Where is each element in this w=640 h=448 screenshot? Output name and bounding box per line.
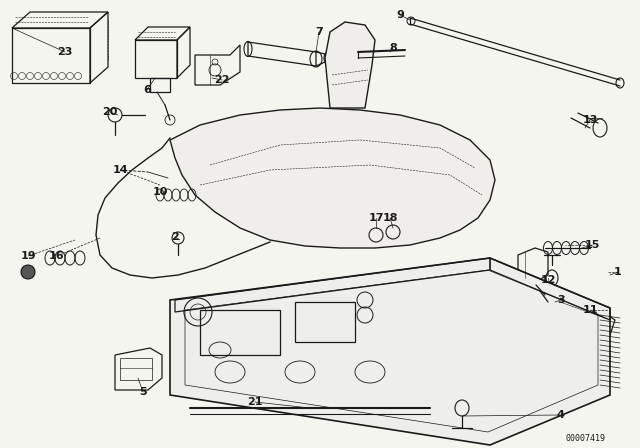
Bar — [295, 302, 355, 342]
Text: 13: 13 — [582, 115, 598, 125]
Text: 4: 4 — [556, 410, 564, 420]
Text: 15: 15 — [584, 240, 600, 250]
Text: 19: 19 — [20, 251, 36, 261]
Text: 22: 22 — [214, 75, 230, 85]
Text: 3: 3 — [557, 295, 565, 305]
Polygon shape — [325, 22, 375, 108]
Text: 14: 14 — [112, 165, 128, 175]
Circle shape — [21, 265, 35, 279]
Text: 21: 21 — [247, 397, 263, 407]
Text: 20: 20 — [102, 107, 118, 117]
Text: 12: 12 — [540, 275, 556, 285]
Text: 5: 5 — [139, 387, 147, 397]
Text: 9: 9 — [396, 10, 404, 20]
Text: 16: 16 — [49, 251, 65, 261]
Text: 6: 6 — [143, 85, 151, 95]
Text: 18: 18 — [382, 213, 397, 223]
Text: 8: 8 — [389, 43, 397, 53]
Text: 11: 11 — [582, 305, 598, 315]
Bar — [200, 310, 280, 355]
Polygon shape — [170, 258, 610, 445]
Text: 1: 1 — [614, 267, 622, 277]
Bar — [135, 40, 177, 78]
Bar — [12, 28, 90, 83]
Text: 2: 2 — [171, 232, 179, 242]
Text: 7: 7 — [315, 27, 323, 37]
Polygon shape — [170, 108, 495, 248]
Bar — [120, 358, 152, 380]
Bar — [150, 78, 170, 92]
Text: 17: 17 — [368, 213, 384, 223]
Text: 00007419: 00007419 — [565, 434, 605, 443]
Text: 23: 23 — [58, 47, 73, 57]
Text: 10: 10 — [152, 187, 168, 197]
